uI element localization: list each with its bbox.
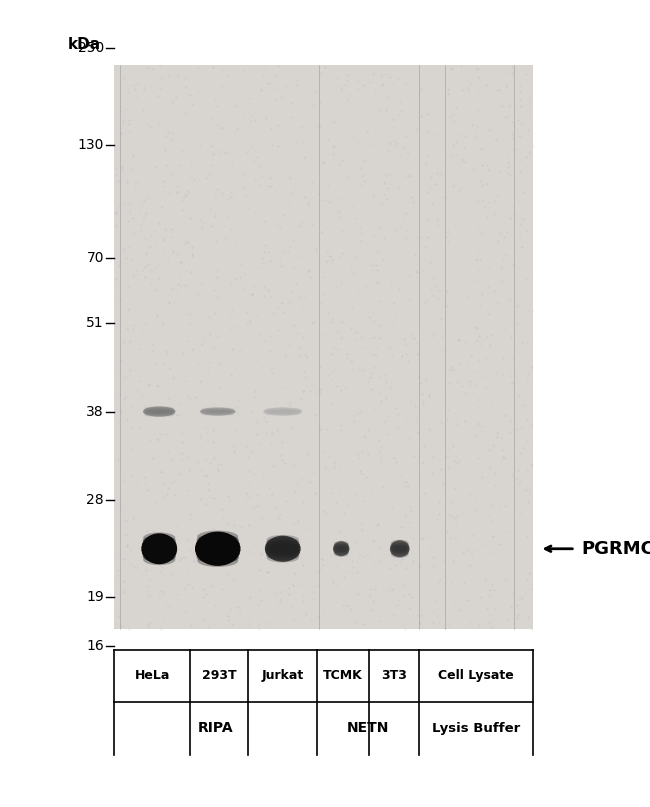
Ellipse shape [390, 540, 410, 558]
Ellipse shape [265, 412, 301, 415]
Ellipse shape [266, 540, 300, 550]
Ellipse shape [198, 555, 238, 567]
Ellipse shape [264, 409, 302, 412]
Ellipse shape [142, 551, 176, 562]
Ellipse shape [201, 412, 235, 415]
Ellipse shape [266, 535, 299, 544]
Ellipse shape [143, 409, 176, 413]
Text: 38: 38 [86, 404, 104, 419]
Ellipse shape [391, 548, 409, 554]
Text: 28: 28 [86, 493, 104, 508]
Ellipse shape [142, 548, 176, 559]
Ellipse shape [263, 410, 302, 412]
Ellipse shape [195, 532, 240, 566]
Text: Cell Lysate: Cell Lysate [438, 669, 514, 683]
Ellipse shape [196, 551, 239, 563]
Ellipse shape [333, 550, 349, 555]
Ellipse shape [196, 537, 239, 550]
Bar [114, 65, 533, 629]
Ellipse shape [390, 546, 410, 553]
Ellipse shape [266, 548, 300, 558]
Text: 130: 130 [77, 138, 104, 153]
Text: TCMK: TCMK [323, 669, 363, 683]
Ellipse shape [142, 545, 177, 556]
Text: RIPA: RIPA [198, 721, 233, 735]
Ellipse shape [265, 408, 300, 410]
Ellipse shape [200, 410, 235, 412]
Ellipse shape [202, 413, 234, 416]
Ellipse shape [144, 406, 174, 410]
Ellipse shape [202, 408, 234, 410]
Ellipse shape [265, 413, 300, 416]
Text: 19: 19 [86, 590, 104, 604]
Text: 70: 70 [86, 251, 104, 266]
Ellipse shape [144, 408, 174, 411]
Ellipse shape [333, 547, 349, 552]
Ellipse shape [143, 407, 176, 416]
Ellipse shape [144, 408, 175, 412]
Ellipse shape [264, 412, 302, 414]
Ellipse shape [391, 552, 408, 558]
Ellipse shape [142, 538, 176, 550]
Ellipse shape [200, 408, 235, 416]
Ellipse shape [334, 551, 348, 557]
Text: PGRMC1: PGRMC1 [582, 540, 650, 558]
Ellipse shape [201, 412, 235, 414]
Ellipse shape [265, 543, 300, 552]
Ellipse shape [266, 550, 300, 560]
Ellipse shape [334, 541, 348, 546]
Ellipse shape [265, 408, 301, 411]
Text: 293T: 293T [202, 669, 237, 683]
Ellipse shape [196, 548, 239, 560]
Ellipse shape [265, 536, 300, 562]
Ellipse shape [263, 411, 302, 413]
Ellipse shape [143, 533, 176, 543]
Ellipse shape [144, 412, 174, 416]
Text: 3T3: 3T3 [382, 669, 407, 683]
Ellipse shape [391, 541, 409, 547]
Text: HeLa: HeLa [135, 669, 170, 683]
Text: 16: 16 [86, 638, 104, 653]
Text: Lysis Buffer: Lysis Buffer [432, 721, 520, 735]
Ellipse shape [333, 546, 349, 550]
Ellipse shape [198, 531, 238, 542]
Ellipse shape [144, 412, 175, 415]
Ellipse shape [195, 541, 240, 553]
Ellipse shape [142, 536, 176, 546]
Ellipse shape [265, 546, 300, 554]
Text: NETN: NETN [346, 721, 389, 735]
Ellipse shape [195, 545, 240, 557]
Ellipse shape [263, 408, 302, 416]
Ellipse shape [142, 533, 177, 564]
Ellipse shape [200, 411, 235, 413]
Text: Jurkat: Jurkat [261, 669, 304, 683]
Ellipse shape [142, 541, 177, 553]
Ellipse shape [201, 408, 235, 411]
Ellipse shape [333, 549, 349, 554]
Ellipse shape [196, 534, 239, 546]
Ellipse shape [333, 544, 349, 549]
Ellipse shape [333, 542, 349, 548]
Ellipse shape [144, 413, 174, 417]
Ellipse shape [266, 537, 300, 547]
Text: 51: 51 [86, 316, 104, 330]
Ellipse shape [391, 550, 409, 556]
Text: 250: 250 [78, 41, 104, 56]
Text: kDa: kDa [68, 37, 101, 52]
Ellipse shape [266, 554, 299, 562]
Ellipse shape [333, 541, 350, 556]
Ellipse shape [201, 409, 235, 412]
Ellipse shape [390, 545, 410, 551]
Ellipse shape [391, 540, 408, 546]
Ellipse shape [391, 543, 409, 550]
Ellipse shape [143, 410, 176, 414]
Ellipse shape [143, 554, 176, 565]
